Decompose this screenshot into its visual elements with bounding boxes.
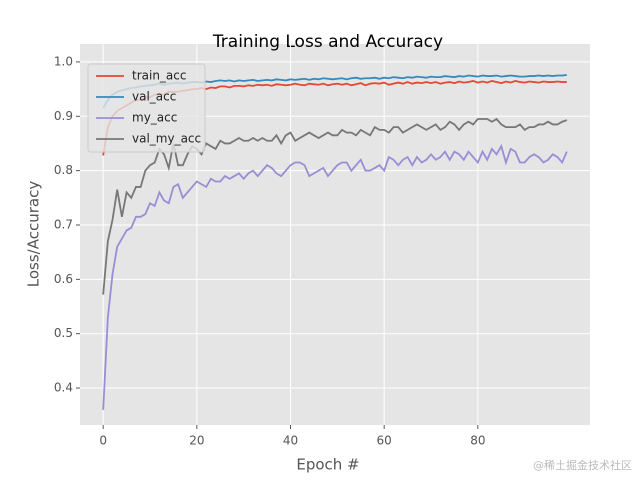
y-axis-label: Loss/Accuracy — [25, 181, 43, 288]
legend-box — [87, 63, 206, 153]
y-tick-label: 0.6 — [54, 272, 73, 286]
x-tick-label: 60 — [377, 434, 392, 448]
x-axis-label: Epoch # — [296, 456, 359, 474]
y-tick-label: 0.4 — [54, 381, 73, 395]
legend-label: val_my_acc — [132, 132, 201, 146]
series-line — [102, 117, 568, 295]
chart-title: Training Loss and Accuracy — [212, 32, 443, 52]
y-tick-label: 0.7 — [54, 217, 73, 231]
y-tick-label: 1.0 — [54, 54, 73, 68]
x-tick-label: 40 — [283, 434, 298, 448]
x-tick-label: 80 — [470, 434, 485, 448]
legend-label: train_acc — [132, 69, 186, 83]
series-line — [102, 143, 568, 410]
y-tick-label: 0.5 — [54, 326, 73, 340]
legend-label: val_acc — [132, 90, 176, 104]
x-tick-label: 20 — [189, 434, 204, 448]
watermark: @稀土掘金技术社区 — [533, 458, 632, 472]
x-tick-label: 0 — [99, 434, 107, 448]
y-tick-label: 0.9 — [54, 109, 73, 123]
legend-label: my_acc — [132, 111, 177, 125]
y-tick-label: 0.8 — [54, 163, 73, 177]
